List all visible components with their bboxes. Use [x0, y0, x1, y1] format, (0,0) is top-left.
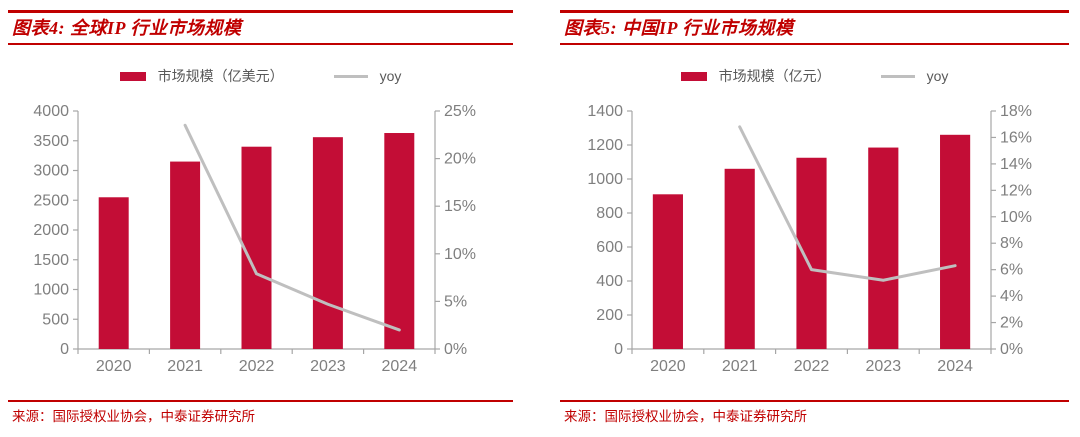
- bar-2021: [724, 168, 755, 349]
- right-axis-tick-label: 18%: [1000, 103, 1032, 120]
- x-axis-category-label: 2024: [382, 358, 418, 375]
- source-note: 来源：国际授权业协会，中泰证券研究所: [564, 409, 807, 424]
- line-series-swatch-icon: [333, 74, 368, 78]
- bar-2022: [796, 157, 827, 349]
- left-axis-tick-label: 1200: [587, 137, 623, 154]
- yoy-line: [738, 125, 957, 282]
- right-axis-tick-label: 10%: [444, 246, 476, 263]
- x-axis-category-label: 2022: [794, 358, 830, 375]
- right-axis-tick-label: 6%: [1000, 262, 1023, 279]
- bar-2020: [652, 194, 683, 349]
- line-series-legend-label: yoy: [926, 68, 949, 84]
- title-underline-rule: [8, 43, 513, 45]
- chart-legend: 市场规模（亿元） yoy: [560, 66, 1069, 86]
- left-axis-tick-label: 3000: [33, 163, 69, 180]
- china-ip-market-chart: 0 200 400 600 800 1000 1200 1400 0% 2% 4% 6% 8% 10% 12…: [587, 103, 1032, 375]
- x-axis-category-label: 2023: [866, 358, 902, 375]
- left-axis-tick-label: 0: [60, 341, 69, 358]
- x-axis-category-label: 2023: [310, 358, 346, 375]
- left-axis-tick-label: 800: [596, 205, 623, 222]
- left-axis-tick-label: 200: [596, 307, 623, 324]
- x-axis-category-label: 2020: [96, 358, 132, 375]
- panel-top-rule: [560, 10, 1069, 13]
- x-axis-category-label: 2022: [239, 358, 275, 375]
- bar-2024: [940, 134, 971, 349]
- left-axis-tick-label: 0: [614, 341, 623, 358]
- left-axis-tick-label: 1500: [33, 252, 69, 269]
- bar-2023: [868, 147, 899, 349]
- bar-2020: [98, 197, 129, 349]
- bar-2021: [170, 161, 201, 349]
- right-axis-tick-label: 0%: [444, 341, 467, 358]
- left-axis-tick-label: 500: [42, 311, 69, 328]
- bar-2023: [312, 137, 343, 349]
- left-axis-tick-label: 2000: [33, 222, 69, 239]
- left-axis-tick-label: 1000: [33, 282, 69, 299]
- left-axis-tick-label: 1000: [587, 171, 623, 188]
- x-axis-category-label: 2020: [650, 358, 686, 375]
- right-axis-tick-label: 15%: [444, 198, 476, 215]
- left-axis-tick-label: 400: [596, 273, 623, 290]
- right-axis-tick-label: 14%: [1000, 156, 1032, 173]
- bar-2024: [384, 133, 415, 349]
- left-axis-tick-label: 3500: [33, 133, 69, 150]
- bar-series-swatch-icon: [680, 71, 707, 81]
- right-axis-tick-label: 8%: [1000, 235, 1023, 252]
- x-axis-category-label: 2021: [722, 358, 758, 375]
- left-axis-tick-label: 1400: [587, 103, 623, 120]
- page-title: 图表4: 全球IP 行业市场规模: [12, 18, 242, 38]
- source-divider-rule: [8, 400, 513, 402]
- chart-legend: 市场规模（亿美元） yoy: [8, 66, 513, 86]
- right-axis-tick-label: 25%: [444, 103, 476, 120]
- panel-china-ip: 图表5: 中国IP 行业市场规模 市场规模（亿元） yoy 0 200 400 600…: [560, 0, 1069, 437]
- source-note: 来源：国际授权业协会，中泰证券研究所: [12, 409, 255, 424]
- right-axis-tick-label: 10%: [1000, 209, 1032, 226]
- page-title: 图表5: 中国IP 行业市场规模: [564, 18, 794, 38]
- right-axis-tick-label: 5%: [444, 293, 467, 310]
- left-axis-tick-label: 4000: [33, 103, 69, 120]
- right-axis-tick-label: 12%: [1000, 182, 1032, 199]
- x-axis-category-label: 2024: [937, 358, 973, 375]
- right-axis-tick-label: 16%: [1000, 129, 1032, 146]
- left-axis-tick-label: 600: [596, 239, 623, 256]
- x-axis-category-label: 2021: [167, 358, 203, 375]
- right-axis-tick-label: 4%: [1000, 288, 1023, 305]
- right-axis-tick-label: 2%: [1000, 315, 1023, 332]
- bar-2022: [241, 146, 272, 349]
- global-ip-market-chart: 0 500 1000 1500 2000 2500 3000 3500 4000 0% 5% 10% 1…: [33, 103, 476, 375]
- right-axis-tick-label: 0%: [1000, 341, 1023, 358]
- line-series-legend-label: yoy: [379, 68, 402, 84]
- panel-global-ip: 图表4: 全球IP 行业市场规模 市场规模（亿美元） yoy 0 500 1000 1…: [8, 0, 513, 437]
- bar-series-swatch-icon: [119, 71, 146, 81]
- panel-top-rule: [8, 10, 513, 13]
- line-series-swatch-icon: [880, 74, 915, 78]
- yoy-line: [183, 123, 401, 332]
- left-axis-tick-label: 2500: [33, 192, 69, 209]
- title-underline-rule: [560, 43, 1069, 45]
- bar-series-legend-label: 市场规模（亿美元）: [157, 68, 284, 84]
- source-divider-rule: [560, 400, 1069, 402]
- right-axis-tick-label: 20%: [444, 151, 476, 168]
- bar-series-legend-label: 市场规模（亿元）: [718, 68, 831, 84]
